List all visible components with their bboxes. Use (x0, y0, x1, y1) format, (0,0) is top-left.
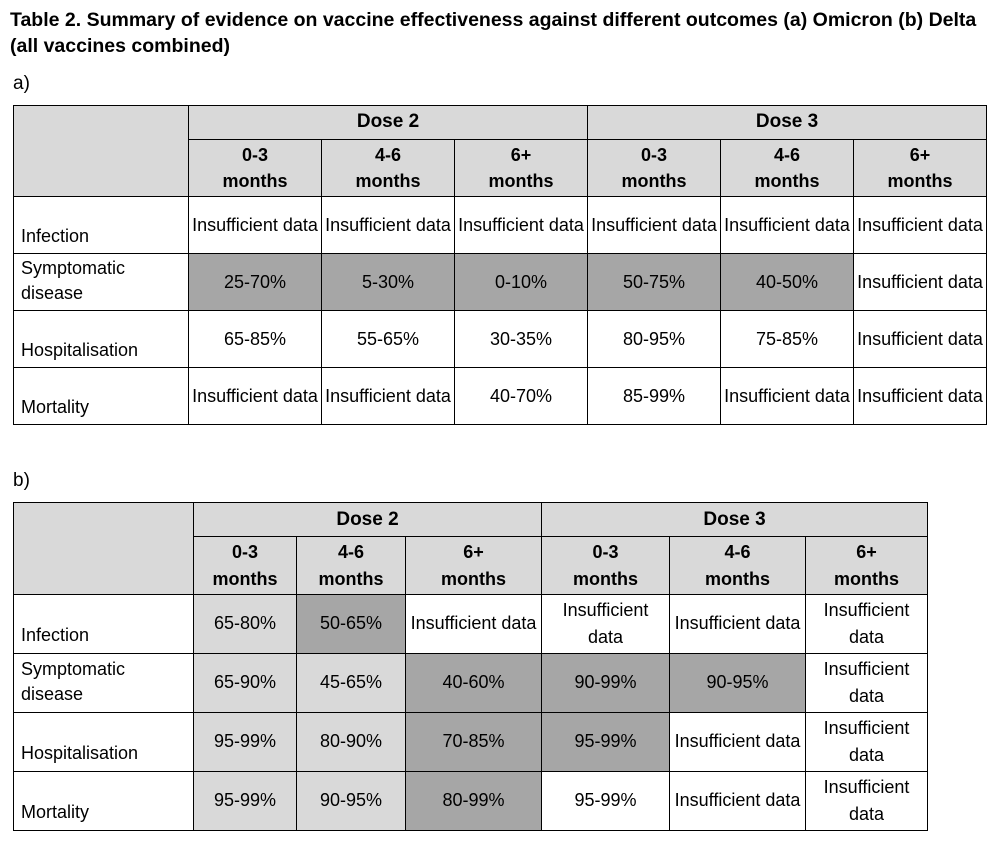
month-header: 6+ months (404, 536, 543, 595)
effectiveness-cell: 50-75% (587, 253, 722, 312)
month-header: 6+ months (453, 138, 589, 198)
effectiveness-cell: Insufficient data (669, 593, 807, 654)
effectiveness-cell: 5-30% (321, 253, 455, 312)
row-label: Infection (13, 196, 189, 255)
table-row-symptomatic: Symptomatic disease 25-70% 5-30% 0-10% 5… (13, 253, 988, 312)
effectiveness-cell: 70-85% (404, 711, 543, 772)
effectiveness-cell: 50-65% (296, 593, 406, 654)
row-label: Hospitalisation (13, 310, 189, 369)
effectiveness-cell: 80-99% (404, 770, 543, 831)
effectiveness-cell: 85-99% (587, 367, 722, 426)
effectiveness-cell: 90-95% (669, 652, 807, 713)
section-b-label: b) (13, 470, 30, 492)
month-header: 4-6 months (296, 536, 406, 595)
effectiveness-cell: Insufficient data (669, 711, 807, 772)
effectiveness-cell: 95-99% (193, 711, 297, 772)
table-row-mortality: Mortality 95-99% 90-95% 80-99% 95-99% In… (13, 770, 929, 831)
effectiveness-cell: Insufficient data (188, 196, 322, 255)
section-a-label: a) (13, 72, 30, 94)
month-header: 0-3 months (188, 138, 322, 198)
month-header-row: 0-3 months 4-6 months 6+ months 0-3 mont… (14, 138, 988, 198)
month-header: 4-6 months (321, 138, 455, 198)
month-header-row: 0-3 months 4-6 months 6+ months 0-3 mont… (14, 536, 929, 595)
row-label: Hospitalisation (13, 711, 194, 772)
table-row-mortality: Mortality Insufficient data Insufficient… (13, 367, 988, 426)
effectiveness-cell: Insufficient data (853, 367, 988, 426)
month-header: 0-3 months (587, 138, 722, 198)
effectiveness-cell: 80-95% (587, 310, 722, 369)
table-b-delta: Dose 2 Dose 3 0-3 months 4-6 months 6+ m… (13, 502, 929, 831)
effectiveness-cell: Insufficient data (720, 367, 855, 426)
month-header: 4-6 months (720, 138, 855, 198)
effectiveness-cell: Insufficient data (404, 593, 543, 654)
effectiveness-cell: Insufficient data (669, 770, 807, 831)
month-header: 4-6 months (669, 536, 807, 595)
row-label: Symptomatic disease (13, 253, 189, 312)
effectiveness-cell: Insufficient data (541, 593, 671, 654)
dose-header-row: Dose 2 Dose 3 (13, 502, 929, 595)
row-label: Infection (13, 593, 194, 654)
effectiveness-cell: 80-90% (296, 711, 406, 772)
month-header: 0-3 months (541, 536, 671, 595)
effectiveness-cell: 90-95% (296, 770, 406, 831)
effectiveness-cell: Insufficient data (805, 711, 929, 772)
table-row-symptomatic: Symptomatic disease 65-90% 45-65% 40-60%… (13, 652, 929, 713)
effectiveness-cell: Insufficient data (805, 652, 929, 713)
month-header: 0-3 months (193, 536, 297, 595)
effectiveness-cell: Insufficient data (853, 253, 988, 312)
effectiveness-cell: Insufficient data (321, 196, 455, 255)
dose2-header: Dose 2 (192, 502, 543, 538)
effectiveness-cell: 95-99% (541, 770, 671, 831)
effectiveness-cell: 40-50% (720, 253, 855, 312)
effectiveness-cell: Insufficient data (853, 196, 988, 255)
table-row-infection: Infection 65-80% 50-65% Insufficient dat… (13, 593, 929, 654)
row-label: Mortality (13, 367, 189, 426)
effectiveness-cell: 30-35% (453, 310, 589, 369)
effectiveness-cell: Insufficient data (587, 196, 722, 255)
effectiveness-cell: Insufficient data (321, 367, 455, 426)
table-row-hospitalisation: Hospitalisation 95-99% 80-90% 70-85% 95-… (13, 711, 929, 772)
effectiveness-cell: Insufficient data (805, 770, 929, 831)
effectiveness-cell: Insufficient data (720, 196, 855, 255)
effectiveness-cell: 45-65% (296, 652, 406, 713)
table-row-hospitalisation: Hospitalisation 65-85% 55-65% 30-35% 80-… (13, 310, 988, 369)
effectiveness-cell: 75-85% (720, 310, 855, 369)
effectiveness-cell: 0-10% (453, 253, 589, 312)
month-header: 6+ months (805, 536, 929, 595)
dose3-header: Dose 3 (587, 104, 988, 140)
effectiveness-cell: 65-85% (188, 310, 322, 369)
month-header: 6+ months (853, 138, 988, 198)
corner-cell (13, 502, 194, 595)
effectiveness-cell: 90-99% (541, 652, 671, 713)
table-caption: Table 2. Summary of evidence on vaccine … (10, 9, 977, 57)
effectiveness-cell: Insufficient data (853, 310, 988, 369)
effectiveness-cell: 25-70% (188, 253, 322, 312)
effectiveness-cell: 65-80% (193, 593, 297, 654)
row-label: Mortality (13, 770, 194, 831)
effectiveness-cell: Insufficient data (453, 196, 589, 255)
row-label: Symptomatic disease (13, 652, 194, 713)
effectiveness-cell: Insufficient data (805, 593, 929, 654)
effectiveness-cell: 95-99% (193, 770, 297, 831)
effectiveness-cell: 65-90% (193, 652, 297, 713)
dose3-header: Dose 3 (541, 502, 929, 538)
effectiveness-cell: Insufficient data (188, 367, 322, 426)
effectiveness-cell: 40-70% (453, 367, 589, 426)
effectiveness-cell: 40-60% (404, 652, 543, 713)
dose-header-row: Dose 2 Dose 3 (13, 104, 988, 198)
effectiveness-cell: 55-65% (321, 310, 455, 369)
table-row-infection: Infection Insufficient data Insufficient… (13, 196, 988, 255)
corner-cell (13, 104, 189, 198)
table-a-omicron: Dose 2 Dose 3 0-3 months 4-6 months 6+ m… (13, 104, 988, 426)
effectiveness-cell: 95-99% (541, 711, 671, 772)
dose2-header: Dose 2 (187, 104, 589, 140)
